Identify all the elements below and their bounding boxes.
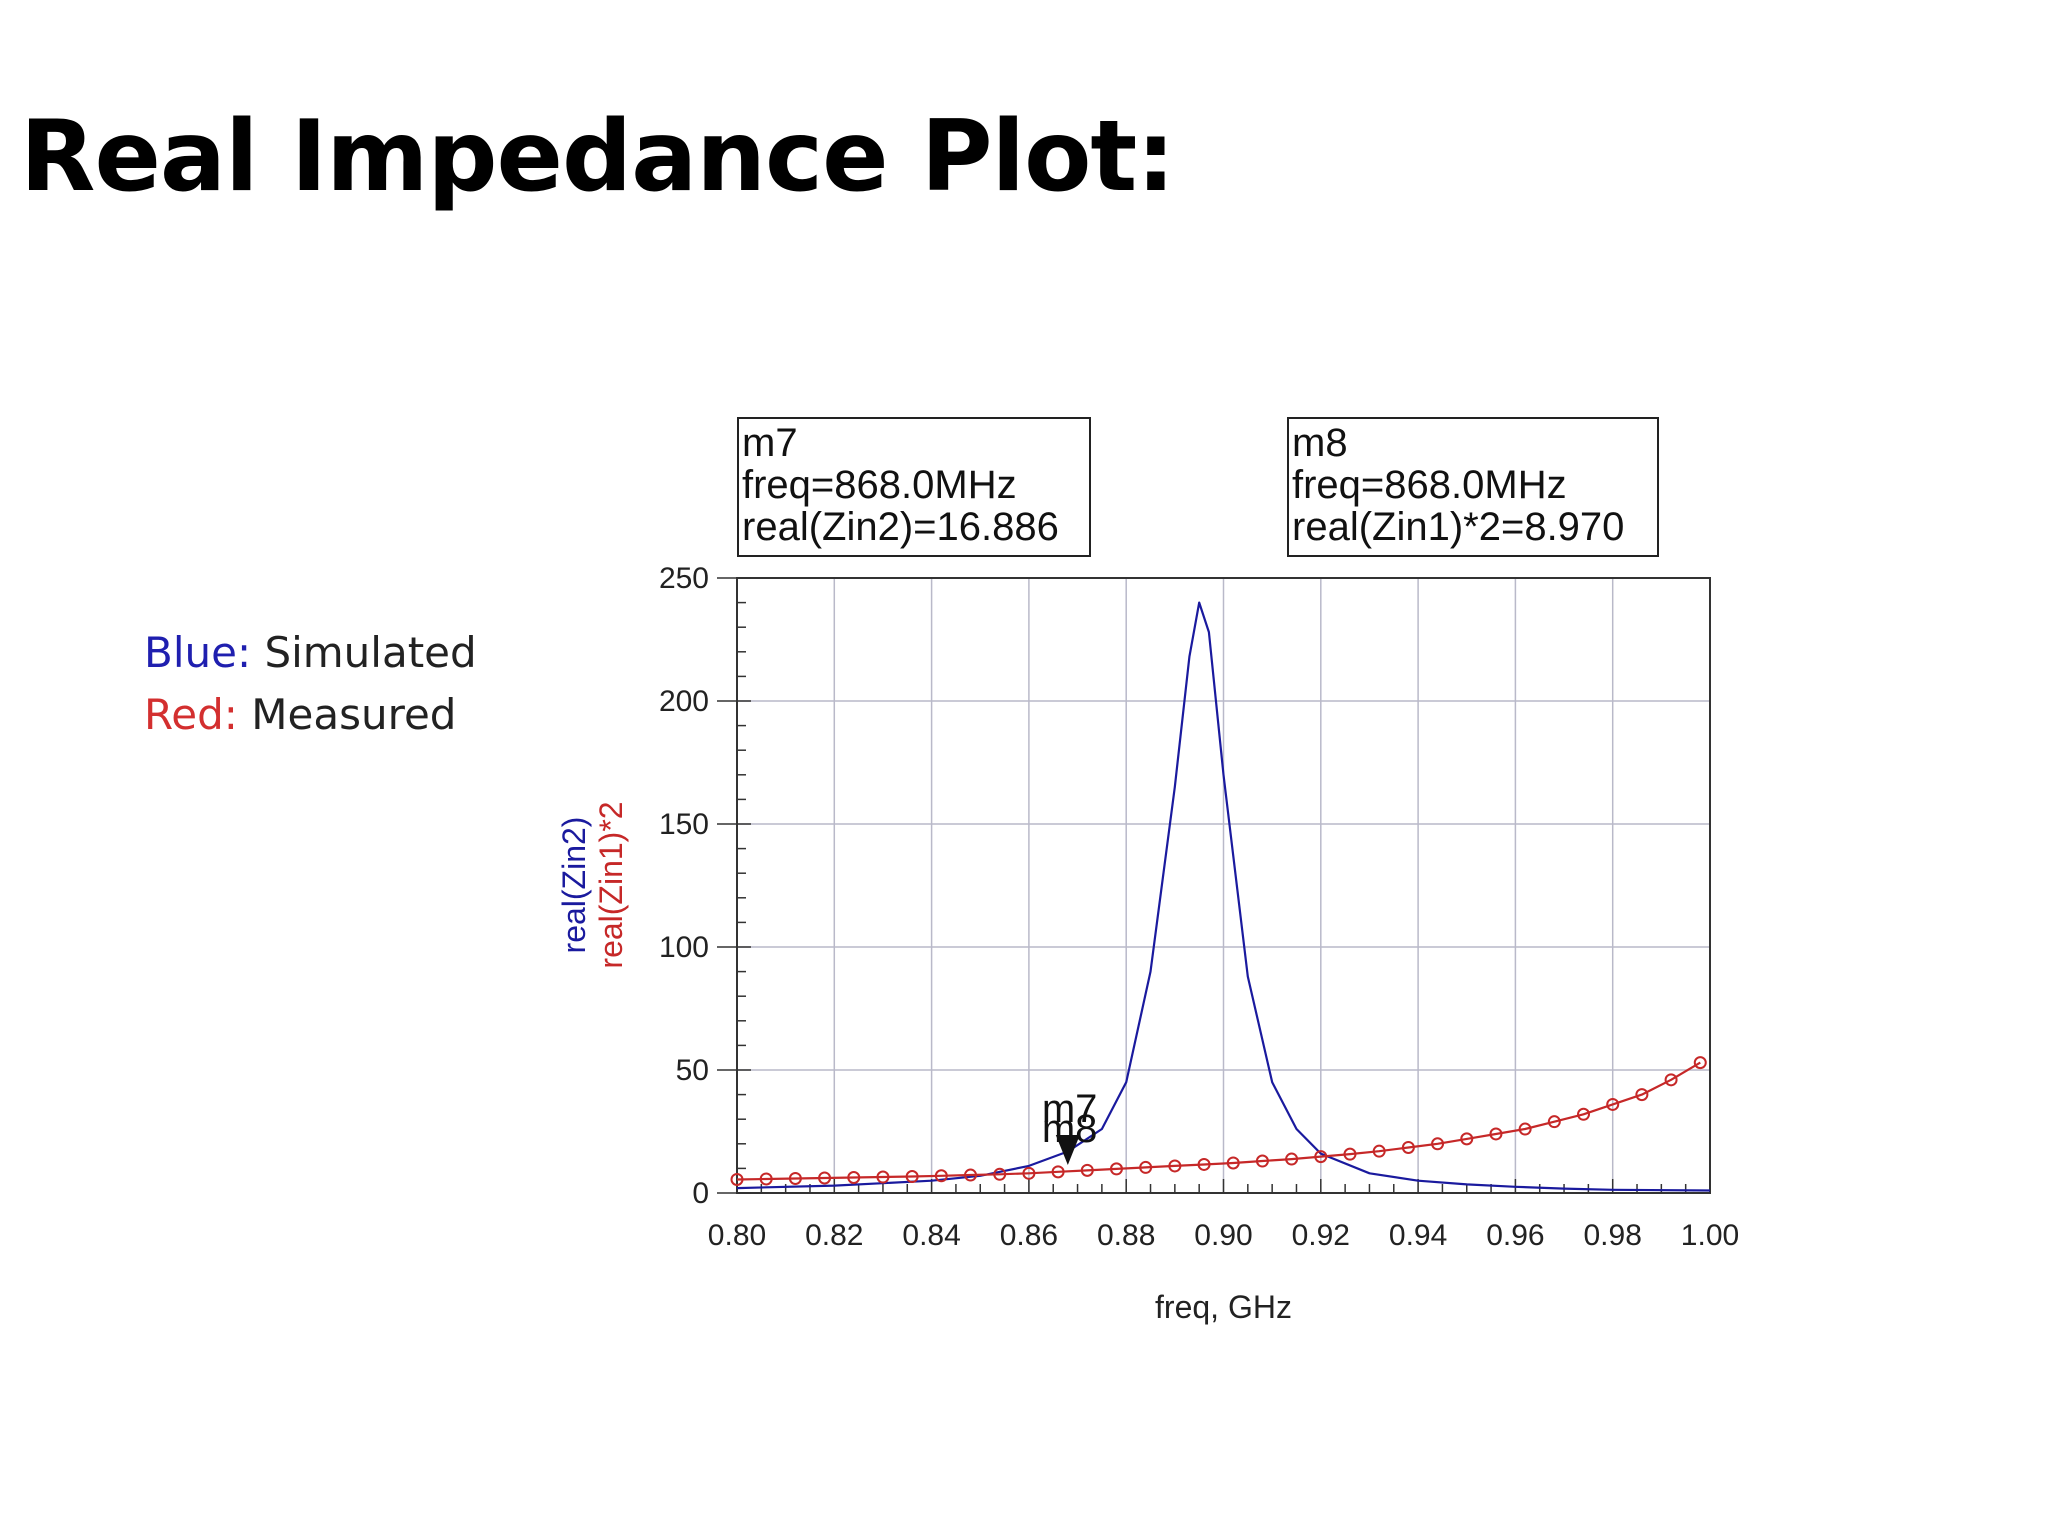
data-point-meas: [1109, 1162, 1123, 1176]
x-tick-label: 0.90: [1194, 1219, 1252, 1252]
chart-series: [730, 601, 1711, 1192]
data-point-meas: [993, 1167, 1007, 1181]
marker-readout-line: m7: [742, 421, 798, 465]
x-tick-label: 0.88: [1097, 1219, 1155, 1252]
x-axis-label: freq, GHz: [1155, 1289, 1292, 1325]
data-point-meas: [1022, 1166, 1036, 1180]
marker-readout-m7: m7 freq=868.0MHz real(Zin2)=16.886: [737, 417, 1091, 557]
legend-note-label: Red:: [144, 690, 238, 739]
data-point-meas: [1606, 1097, 1620, 1111]
marker-readout-line: m8: [1292, 421, 1348, 465]
data-point-meas: [1693, 1056, 1707, 1070]
marker-label-m7: m7: [1042, 1087, 1098, 1131]
data-point-meas: [818, 1171, 832, 1185]
marker-readout-line: freq=868.0MHz: [742, 463, 1017, 507]
data-point-meas: [1255, 1154, 1269, 1168]
data-point-meas: [1343, 1147, 1357, 1161]
legend-note-text: Simulated: [251, 628, 477, 677]
data-point-meas: [1139, 1160, 1153, 1174]
chart-axes: 0.80 0.82 0.84 0.86 0.88 0.90 0.92 0.94 0.96 0.98…: [659, 562, 1739, 1252]
y-tick-label: 100: [659, 931, 709, 964]
marker-label-m8: m8: [1042, 1107, 1098, 1151]
series-line-meas: [736, 1061, 1701, 1181]
data-point-meas: [1197, 1157, 1211, 1171]
data-point-meas: [1577, 1107, 1591, 1121]
data-point-meas: [1460, 1132, 1474, 1146]
data-point-meas: [1518, 1122, 1532, 1136]
y-tick-label: 0: [692, 1177, 709, 1210]
chart-grid: [736, 577, 1711, 1194]
data-point-meas: [1547, 1115, 1561, 1129]
x-tick-label: 0.92: [1292, 1219, 1350, 1252]
data-point-meas: [1285, 1152, 1299, 1166]
legend-note-text: Measured: [237, 690, 457, 739]
y-tick-label: 250: [659, 562, 709, 595]
data-point-meas: [1051, 1165, 1065, 1179]
marker-readout-line: real(Zin1)*2=8.970: [1292, 505, 1624, 549]
x-tick-label: 1.00: [1681, 1219, 1739, 1252]
x-tick-label: 0.98: [1584, 1219, 1642, 1252]
x-tick-label: 0.82: [805, 1219, 863, 1252]
data-point-meas: [1489, 1127, 1503, 1141]
data-point-meas: [1401, 1140, 1415, 1154]
x-tick-label: 0.80: [708, 1219, 766, 1252]
marker-readout-line: freq=868.0MHz: [1292, 463, 1567, 507]
marker-readout-line: real(Zin2)=16.886: [742, 505, 1059, 549]
series-line-sim: [736, 601, 1711, 1192]
legend-note-simulated: Blue: Simulated: [144, 628, 477, 677]
data-point-meas: [1314, 1150, 1328, 1164]
x-tick-label: 0.94: [1389, 1219, 1447, 1252]
y-tick-label: 50: [676, 1054, 709, 1087]
data-point-meas: [788, 1171, 802, 1185]
data-point-meas: [730, 1172, 744, 1186]
marker-readout-m8: m8 freq=868.0MHz real(Zin1)*2=8.970: [1287, 417, 1659, 557]
data-point-meas: [1226, 1156, 1240, 1170]
y-tick-label: 200: [659, 685, 709, 718]
data-point-meas: [905, 1170, 919, 1184]
data-point-meas: [1635, 1088, 1649, 1102]
y-axis-label-meas: real(Zin1)*2: [593, 801, 629, 968]
x-tick-label: 0.86: [1000, 1219, 1058, 1252]
legend-note-label: Blue:: [144, 628, 252, 677]
data-point-meas: [1372, 1144, 1386, 1158]
data-point-meas: [847, 1171, 861, 1185]
y-axis-label-sim: real(Zin2): [556, 817, 592, 954]
x-tick-label: 0.96: [1486, 1219, 1544, 1252]
data-point-meas: [964, 1168, 978, 1182]
marker-arrow: [1055, 1135, 1080, 1165]
slide-title: Real Impedance Plot:: [20, 100, 1175, 214]
data-point-meas: [1664, 1073, 1678, 1087]
x-tick-label: 0.84: [902, 1219, 960, 1252]
data-point-meas: [934, 1169, 948, 1183]
data-point-meas: [759, 1172, 773, 1186]
legend-note-measured: Red: Measured: [144, 690, 456, 739]
data-point-meas: [876, 1170, 890, 1184]
data-point-meas: [1080, 1163, 1094, 1177]
data-point-meas: [1431, 1137, 1445, 1151]
data-point-meas: [1168, 1159, 1182, 1173]
y-tick-label: 150: [659, 808, 709, 841]
